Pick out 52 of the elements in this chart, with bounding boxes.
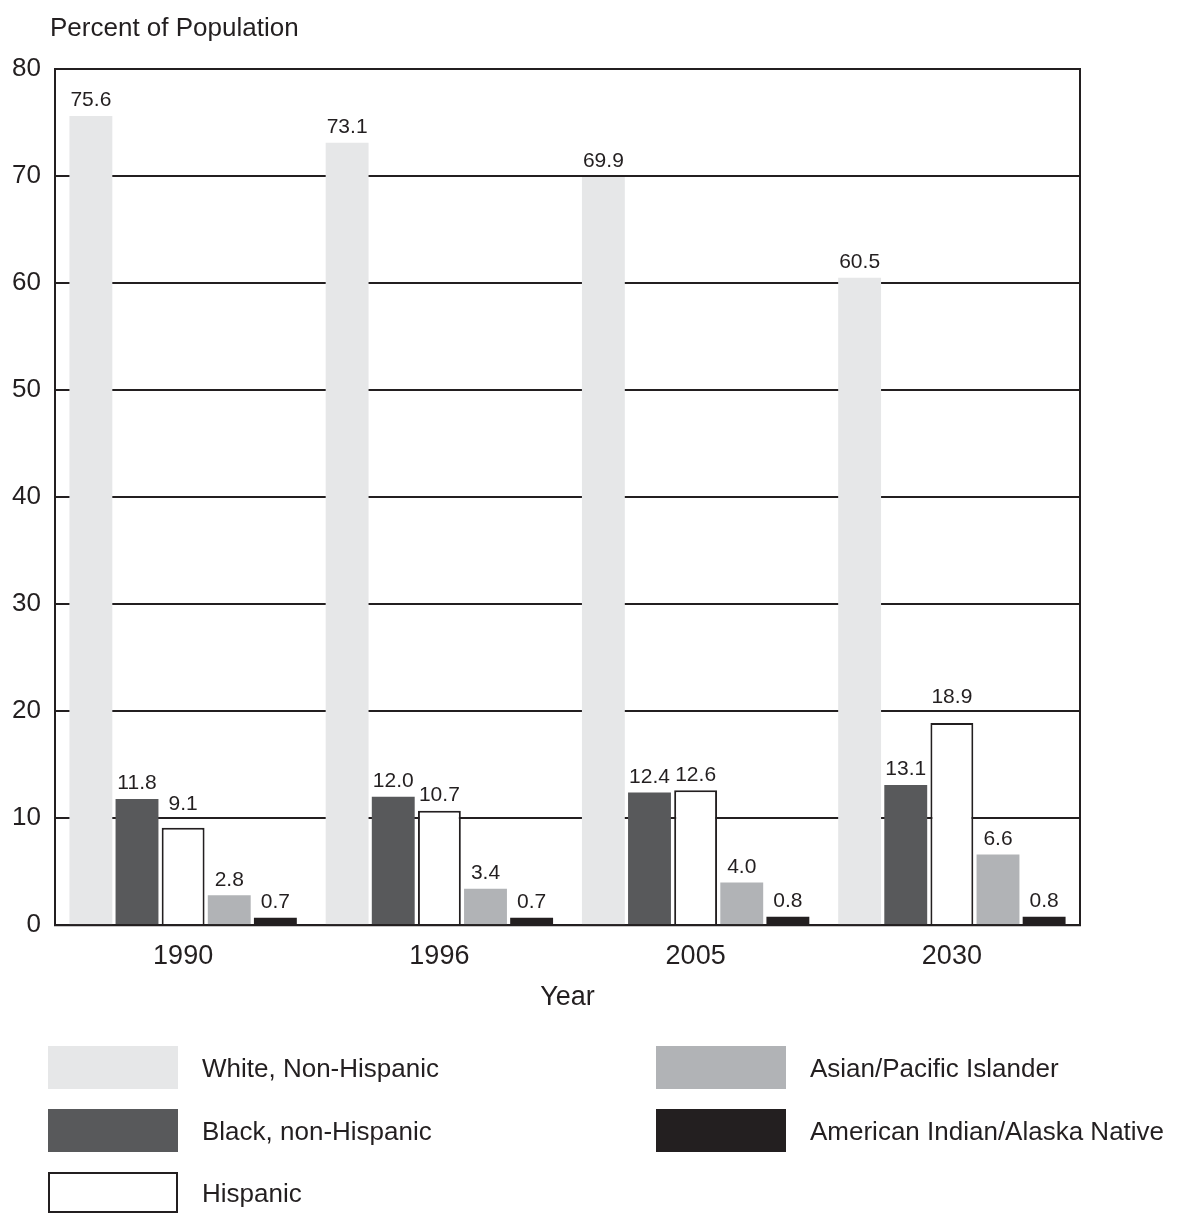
y-tick-label: 10 — [12, 801, 41, 832]
y-tick-label: 70 — [12, 159, 41, 190]
data-label: 12.6 — [675, 761, 717, 785]
data-label: 0.7 — [517, 889, 547, 913]
y-tick-label: 20 — [12, 694, 41, 725]
data-label: 0.8 — [773, 887, 803, 911]
data-label: 10.7 — [418, 781, 460, 805]
data-label: 0.7 — [260, 889, 290, 913]
bar — [838, 277, 882, 925]
data-label: 69.9 — [582, 148, 624, 172]
x-tick-label: 2005 — [665, 939, 726, 970]
data-label: 12.4 — [629, 763, 671, 787]
y-tick-label: 80 — [12, 52, 41, 83]
data-label: 6.6 — [983, 825, 1013, 849]
legend-label: White, Non-Hispanic — [202, 1052, 439, 1083]
bar — [581, 177, 625, 925]
x-tick-label: 1996 — [409, 939, 470, 970]
legend-label: American Indian/Alaska Native — [810, 1115, 1165, 1146]
bar — [464, 888, 507, 925]
data-label: 2.8 — [214, 866, 244, 890]
bar — [720, 882, 764, 925]
data-label: 73.1 — [326, 114, 368, 138]
y-tick-label: 30 — [12, 587, 41, 618]
data-label: 11.8 — [117, 770, 157, 794]
bar — [325, 142, 369, 925]
y-tick-label: 40 — [12, 480, 41, 511]
x-tick-label: 2030 — [921, 939, 982, 970]
data-label: 9.1 — [168, 791, 198, 815]
data-label: 0.8 — [1029, 887, 1059, 911]
bar — [884, 785, 928, 925]
bar — [628, 792, 671, 925]
data-label: 18.9 — [931, 684, 973, 708]
y-tick-label: 50 — [12, 373, 41, 404]
bar — [115, 798, 159, 925]
bar — [69, 116, 113, 925]
x-axis-title: Year — [540, 981, 595, 1012]
y-tick-label: 60 — [12, 266, 41, 297]
legend-label: Asian/Pacific Islander — [810, 1052, 1059, 1083]
bar — [371, 796, 415, 925]
data-label: 60.5 — [839, 249, 881, 272]
data-label: 3.4 — [470, 860, 501, 884]
data-label: 75.6 — [70, 87, 112, 111]
data-label: 13.1 — [885, 756, 927, 780]
y-axis-title: Percent of Population — [50, 12, 299, 43]
data-label: 4.0 — [727, 853, 757, 877]
legend-label: Hispanic — [202, 1177, 302, 1208]
bar — [976, 854, 1020, 925]
bar — [207, 895, 251, 925]
x-tick-label: 1990 — [153, 939, 214, 970]
y-tick-label: 0 — [26, 908, 41, 939]
legend-label: Black, non-Hispanic — [202, 1115, 432, 1146]
data-label: 12.0 — [372, 768, 414, 792]
